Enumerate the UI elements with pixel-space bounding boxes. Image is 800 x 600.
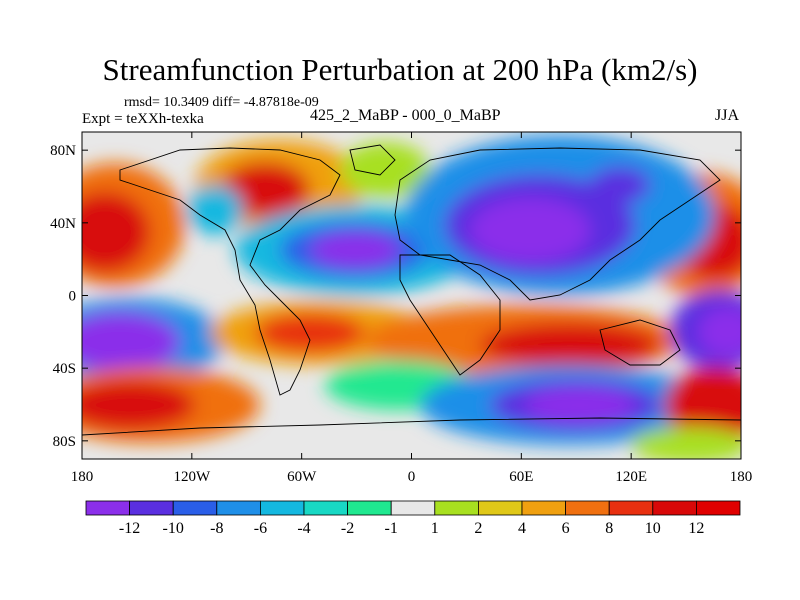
colorbar-swatch xyxy=(477,500,523,516)
colorbar-swatch xyxy=(565,500,610,516)
colorbar-swatch xyxy=(521,500,566,516)
y-tick-label: 80S xyxy=(53,434,76,450)
colorbar-swatch xyxy=(434,500,479,516)
colorbar-swatch xyxy=(303,500,348,516)
y-tick-label: 0 xyxy=(69,289,77,305)
anomaly-cell xyxy=(630,427,741,459)
colorbar-label: 12 xyxy=(688,520,704,537)
colorbar-label: 2 xyxy=(474,520,482,537)
anomaly-cell xyxy=(255,313,365,353)
stats-label: rmsd= 10.3409 diff= -4.87818e-09 xyxy=(124,95,319,110)
y-tick-label: 40N xyxy=(50,216,76,232)
experiment-label: Expt = teXXh-texka xyxy=(82,111,204,127)
anomaly-cell xyxy=(187,185,243,235)
colorbar-swatch xyxy=(347,500,392,516)
colorbar-swatch xyxy=(172,500,218,516)
y-axis: 80N 40N 0 40S 80S xyxy=(50,143,741,450)
colorbar-swatch xyxy=(390,500,436,516)
colorbar-label: 1 xyxy=(431,520,439,537)
colorbar: -12 -10 -8 -6 -4 -2 -1 1 2 4 6 8 10 12 xyxy=(85,500,741,537)
colorbar-label: 10 xyxy=(645,520,661,537)
anomaly-cell xyxy=(590,167,650,203)
x-tick-label: 120W xyxy=(173,469,211,485)
x-tick-label: 120E xyxy=(615,469,647,485)
anomaly-cell xyxy=(525,387,635,423)
colorbar-swatch xyxy=(652,500,697,516)
colorbar-label: -2 xyxy=(341,520,354,537)
colorbar-swatch xyxy=(608,500,654,516)
y-tick-label: 80N xyxy=(50,143,76,159)
anomaly-cell xyxy=(665,367,741,443)
anomaly-cell xyxy=(470,198,590,262)
colorbar-label: 6 xyxy=(562,520,570,537)
contour-field xyxy=(82,132,741,459)
anomaly-cell xyxy=(82,380,195,430)
anomaly-cell xyxy=(82,192,150,272)
anomaly-cell xyxy=(480,323,660,367)
colorbar-label: -12 xyxy=(119,520,140,537)
season-label: JJA xyxy=(715,107,740,124)
x-tick-label: 60W xyxy=(287,469,317,485)
anomaly-cell xyxy=(698,307,741,357)
coastline-outline xyxy=(82,144,741,436)
colorbar-label: -4 xyxy=(297,520,310,537)
colorbar-label: -8 xyxy=(210,520,223,537)
colorbar-swatch xyxy=(259,500,305,516)
anomaly-cell xyxy=(310,232,400,268)
colorbar-label: 4 xyxy=(518,520,526,537)
colorbar-label: -6 xyxy=(254,520,267,537)
x-tick-label: 0 xyxy=(408,469,416,485)
x-axis: 180 120W 60W 0 60E 120E 180 xyxy=(71,132,753,485)
anomaly-cell xyxy=(220,162,310,218)
colorbar-label: -10 xyxy=(163,520,184,537)
colorbar-swatch xyxy=(696,500,741,516)
x-tick-label: 60E xyxy=(509,469,533,485)
colorbar-swatch xyxy=(129,500,174,516)
colorbar-swatch xyxy=(216,500,261,516)
x-tick-label: 180 xyxy=(730,469,753,485)
difference-label: 425_2_MaBP - 000_0_MaBP xyxy=(310,107,501,124)
y-tick-label: 40S xyxy=(53,361,76,377)
anomaly-cell xyxy=(82,312,180,372)
colorbar-swatch xyxy=(85,500,130,516)
x-tick-label: 180 xyxy=(71,469,94,485)
colorbar-label: -1 xyxy=(385,520,398,537)
colorbar-label: 8 xyxy=(605,520,613,537)
chart-title: Streamfunction Perturbation at 200 hPa (… xyxy=(102,52,698,87)
